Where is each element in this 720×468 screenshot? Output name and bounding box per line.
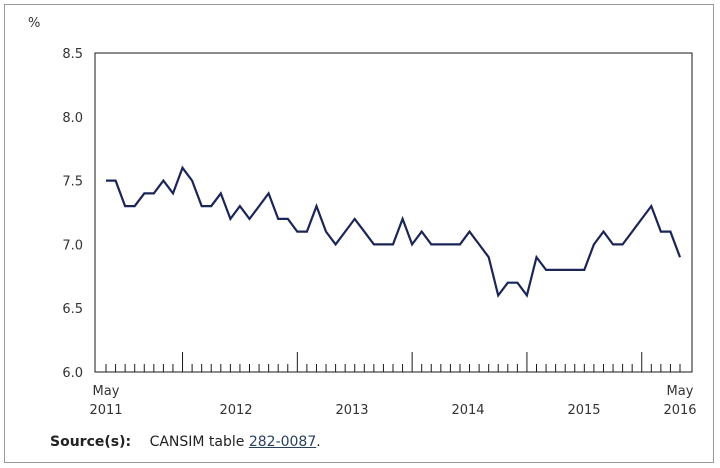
x-tick-label-year: 2015 xyxy=(567,403,600,418)
y-tick-label: 8.5 xyxy=(62,47,83,62)
y-tick-label: 6.0 xyxy=(62,366,83,381)
source-text: CANSIM table xyxy=(149,434,245,450)
cansim-table-link[interactable]: 282-0087 xyxy=(248,434,317,450)
y-tick-label: 7.0 xyxy=(62,238,83,253)
x-tick-label-year: 2016 xyxy=(663,403,696,418)
source-end: . xyxy=(316,434,321,450)
y-tick-label: 7.5 xyxy=(62,175,83,190)
y-tick-label: 6.5 xyxy=(62,302,83,317)
x-tick-label-year: 2012 xyxy=(219,403,252,418)
x-tick-label-month: May xyxy=(667,384,694,399)
source-label: Source(s): xyxy=(50,434,132,450)
series-line xyxy=(106,165,682,298)
source-note: Source(s): CANSIM table 282-0087. xyxy=(50,434,321,450)
x-tick-label-year: 2011 xyxy=(89,403,122,418)
plot-area xyxy=(94,52,693,373)
chart-frame xyxy=(4,4,714,463)
y-tick-label: 8.0 xyxy=(62,111,83,126)
x-tick-label-year: 2013 xyxy=(335,403,368,418)
x-tick-label-year: 2014 xyxy=(451,403,484,418)
x-tick-label-month: May xyxy=(93,384,120,399)
y-axis-unit-label: % xyxy=(28,16,40,31)
